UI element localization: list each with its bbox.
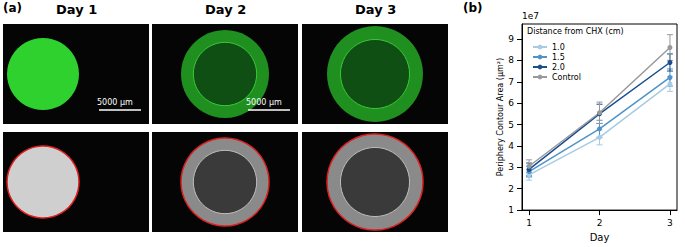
svg-text:9: 9 <box>508 34 514 44</box>
svg-text:5000 µm: 5000 µm <box>246 98 282 107</box>
svg-text:1: 1 <box>508 205 514 215</box>
svg-text:1.5: 1.5 <box>552 53 565 62</box>
svg-text:Control: Control <box>552 73 581 82</box>
svg-text:6: 6 <box>508 98 514 108</box>
svg-text:7: 7 <box>508 77 514 87</box>
svg-text:Periphery Contour Area (µm²): Periphery Contour Area (µm²) <box>496 58 505 176</box>
svg-text:(b): (b) <box>463 1 483 15</box>
svg-text:3: 3 <box>667 218 673 228</box>
svg-text:5: 5 <box>508 120 514 130</box>
svg-text:1: 1 <box>526 218 532 228</box>
svg-text:4: 4 <box>508 141 514 151</box>
svg-text:8: 8 <box>508 55 514 65</box>
svg-text:Day 1: Day 1 <box>56 2 97 17</box>
svg-text:Day: Day <box>590 232 610 243</box>
svg-text:2: 2 <box>508 184 514 194</box>
svg-text:3: 3 <box>508 162 514 172</box>
svg-text:2: 2 <box>597 218 603 228</box>
svg-text:5000 µm: 5000 µm <box>97 98 133 107</box>
svg-text:1e7: 1e7 <box>522 11 539 21</box>
svg-text:1.0: 1.0 <box>552 43 565 52</box>
svg-text:Day 2: Day 2 <box>205 2 246 17</box>
svg-text:(a): (a) <box>3 1 22 15</box>
svg-text:Distance from CHX (cm): Distance from CHX (cm) <box>527 27 624 36</box>
svg-text:Day 3: Day 3 <box>355 2 396 17</box>
svg-text:2.0: 2.0 <box>552 63 565 72</box>
